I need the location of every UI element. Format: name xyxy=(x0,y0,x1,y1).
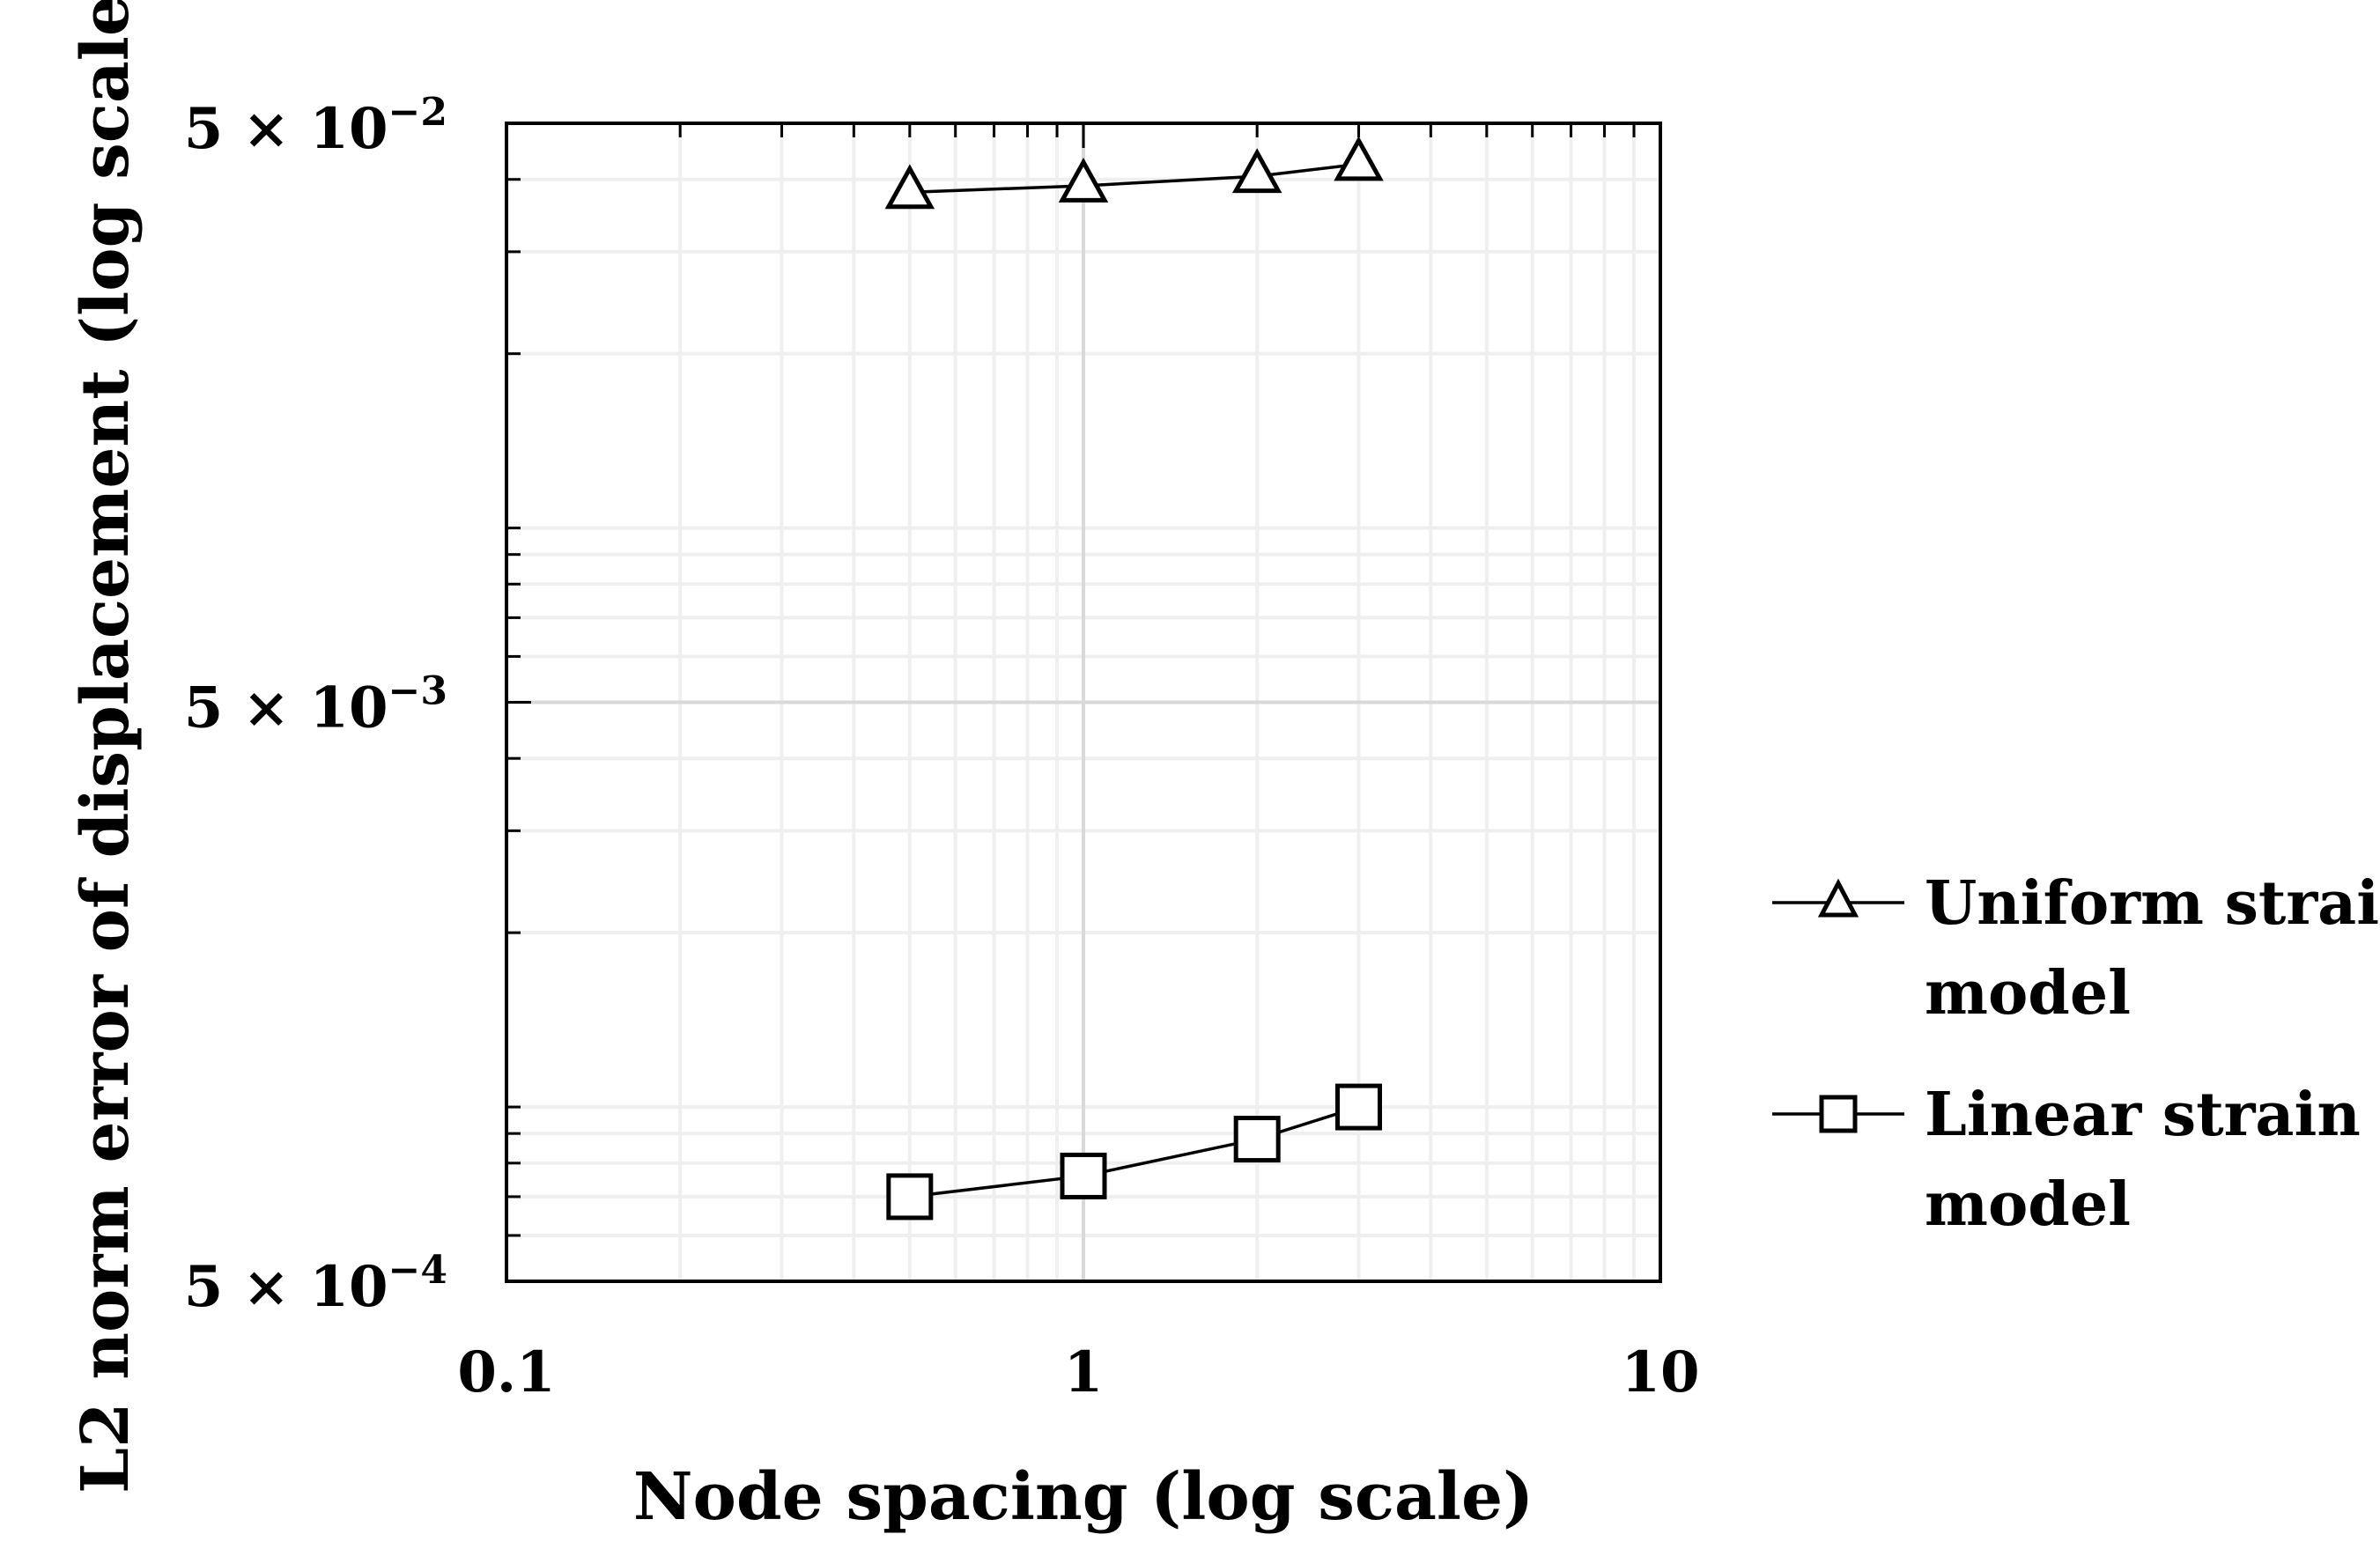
x-tick-label: 1 xyxy=(1064,1339,1104,1405)
x-tick-label: 10 xyxy=(1621,1339,1699,1405)
legend: Uniform strain model Linear strain model xyxy=(1772,868,2380,1240)
series-1 xyxy=(886,1083,1383,1221)
legend-label: Linear strain xyxy=(1925,1080,2361,1150)
legend-label: model xyxy=(1925,958,2131,1029)
x-tick-label: 0.1 xyxy=(457,1339,555,1405)
legend-label: Uniform strain xyxy=(1925,868,2380,939)
y-tick-label: 5 × 10−2 xyxy=(184,90,447,162)
series-layer xyxy=(884,136,1384,1221)
legend-item: Linear strain model xyxy=(1772,1080,2361,1240)
y-tick-labels: 5 × 10−4 5 × 10−3 5 × 10−2 xyxy=(184,90,447,1320)
data-point xyxy=(1334,136,1384,181)
plot-frame xyxy=(505,122,1662,1283)
legend-label: model xyxy=(1925,1169,2131,1240)
data-point xyxy=(1058,158,1109,203)
data-point xyxy=(1233,1116,1281,1163)
data-point xyxy=(1231,148,1282,194)
data-point xyxy=(884,164,935,210)
y-axis-label: L2 norm error of displacement (log scale… xyxy=(68,0,144,1494)
series-line xyxy=(909,162,1359,195)
legend-marker xyxy=(1817,878,1859,918)
y-tick-label: 5 × 10−4 xyxy=(184,1248,447,1320)
series-0 xyxy=(884,136,1384,210)
data-point xyxy=(1335,1083,1383,1131)
legend-item: Uniform strain model xyxy=(1772,868,2380,1029)
data-point xyxy=(1060,1152,1107,1199)
x-tick-labels: 0.1 1 10 xyxy=(457,1339,1699,1405)
x-axis-label: Node spacing (log scale) xyxy=(633,1459,1534,1535)
legend-marker xyxy=(1819,1095,1858,1133)
data-point xyxy=(886,1173,934,1221)
y-tick-label: 5 × 10−3 xyxy=(184,669,447,741)
series-line xyxy=(909,1105,1360,1199)
